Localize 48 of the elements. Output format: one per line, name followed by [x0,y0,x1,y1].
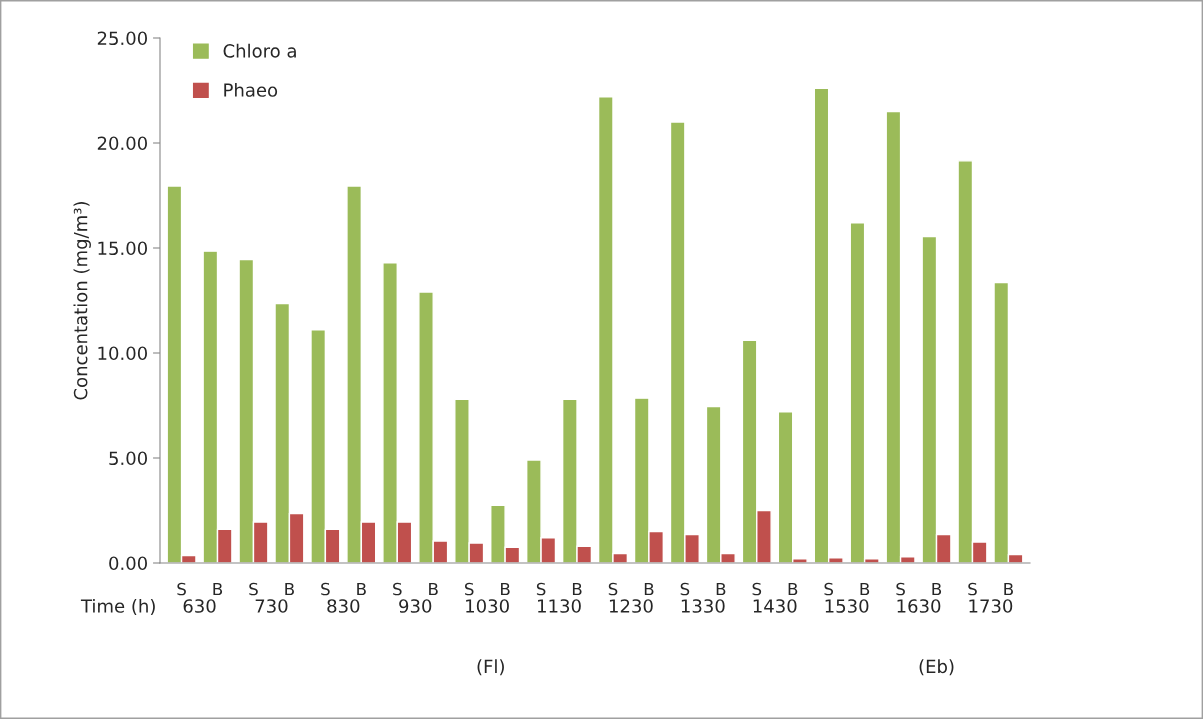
legend-label: Phaeo [224,82,278,97]
x-tick-label: S [824,582,834,596]
x-tick-label: S [896,582,905,596]
x-tick-label: B [572,582,582,596]
text: 1430 [753,599,797,613]
x-tick-label: S [321,582,330,596]
text: Time (h) [80,598,155,615]
x-tick-label: B [357,582,366,596]
y-tick-label: 10.00 [98,346,147,361]
x-tick-label: S [752,582,762,596]
x-tick-label: B [716,582,726,596]
x-tick-label: B [213,582,223,596]
text: 1130 [538,599,581,613]
text: 1230 [609,599,653,613]
text: 730 [255,599,288,613]
text: 830 [327,599,360,613]
legend-label: Chloro a [223,43,296,58]
text: (Eb) [919,659,954,676]
x-tick-label: B [429,582,438,596]
text: 930 [399,599,432,613]
x-tick-label: B [932,582,942,596]
text: 630 [183,599,216,613]
x-tick-label: S [464,582,474,596]
y-tick-label: 5.00 [109,451,147,466]
text: (Fl) [477,659,504,676]
text: 1330 [681,599,725,613]
text: 1030 [466,599,509,613]
x-tick-label: S [536,582,546,596]
x-tick-label: S [393,582,402,596]
x-tick-label: S [680,582,690,596]
x-tick-label: B [788,582,798,596]
y-axis-title: Concentation (mg/m³) [73,202,91,400]
x-tick-label: B [1004,582,1013,596]
x-tick-label: B [285,582,294,596]
y-tick-label: 20.00 [97,136,147,151]
x-tick-label: B [501,582,510,596]
y-tick-label: 0.00 [109,556,147,571]
text: 1530 [825,599,869,613]
x-tick-label: S [968,582,977,596]
y-tick-label: 25.00 [97,31,147,46]
y-tick-label: 15.00 [98,241,147,256]
x-tick-label: B [860,582,870,596]
x-tick-label: S [177,582,186,596]
x-tick-label: S [608,582,618,596]
text: 1630 [897,599,941,613]
x-tick-label: S [249,582,258,596]
text: 1730 [969,599,1013,613]
x-tick-label: B [644,582,654,596]
